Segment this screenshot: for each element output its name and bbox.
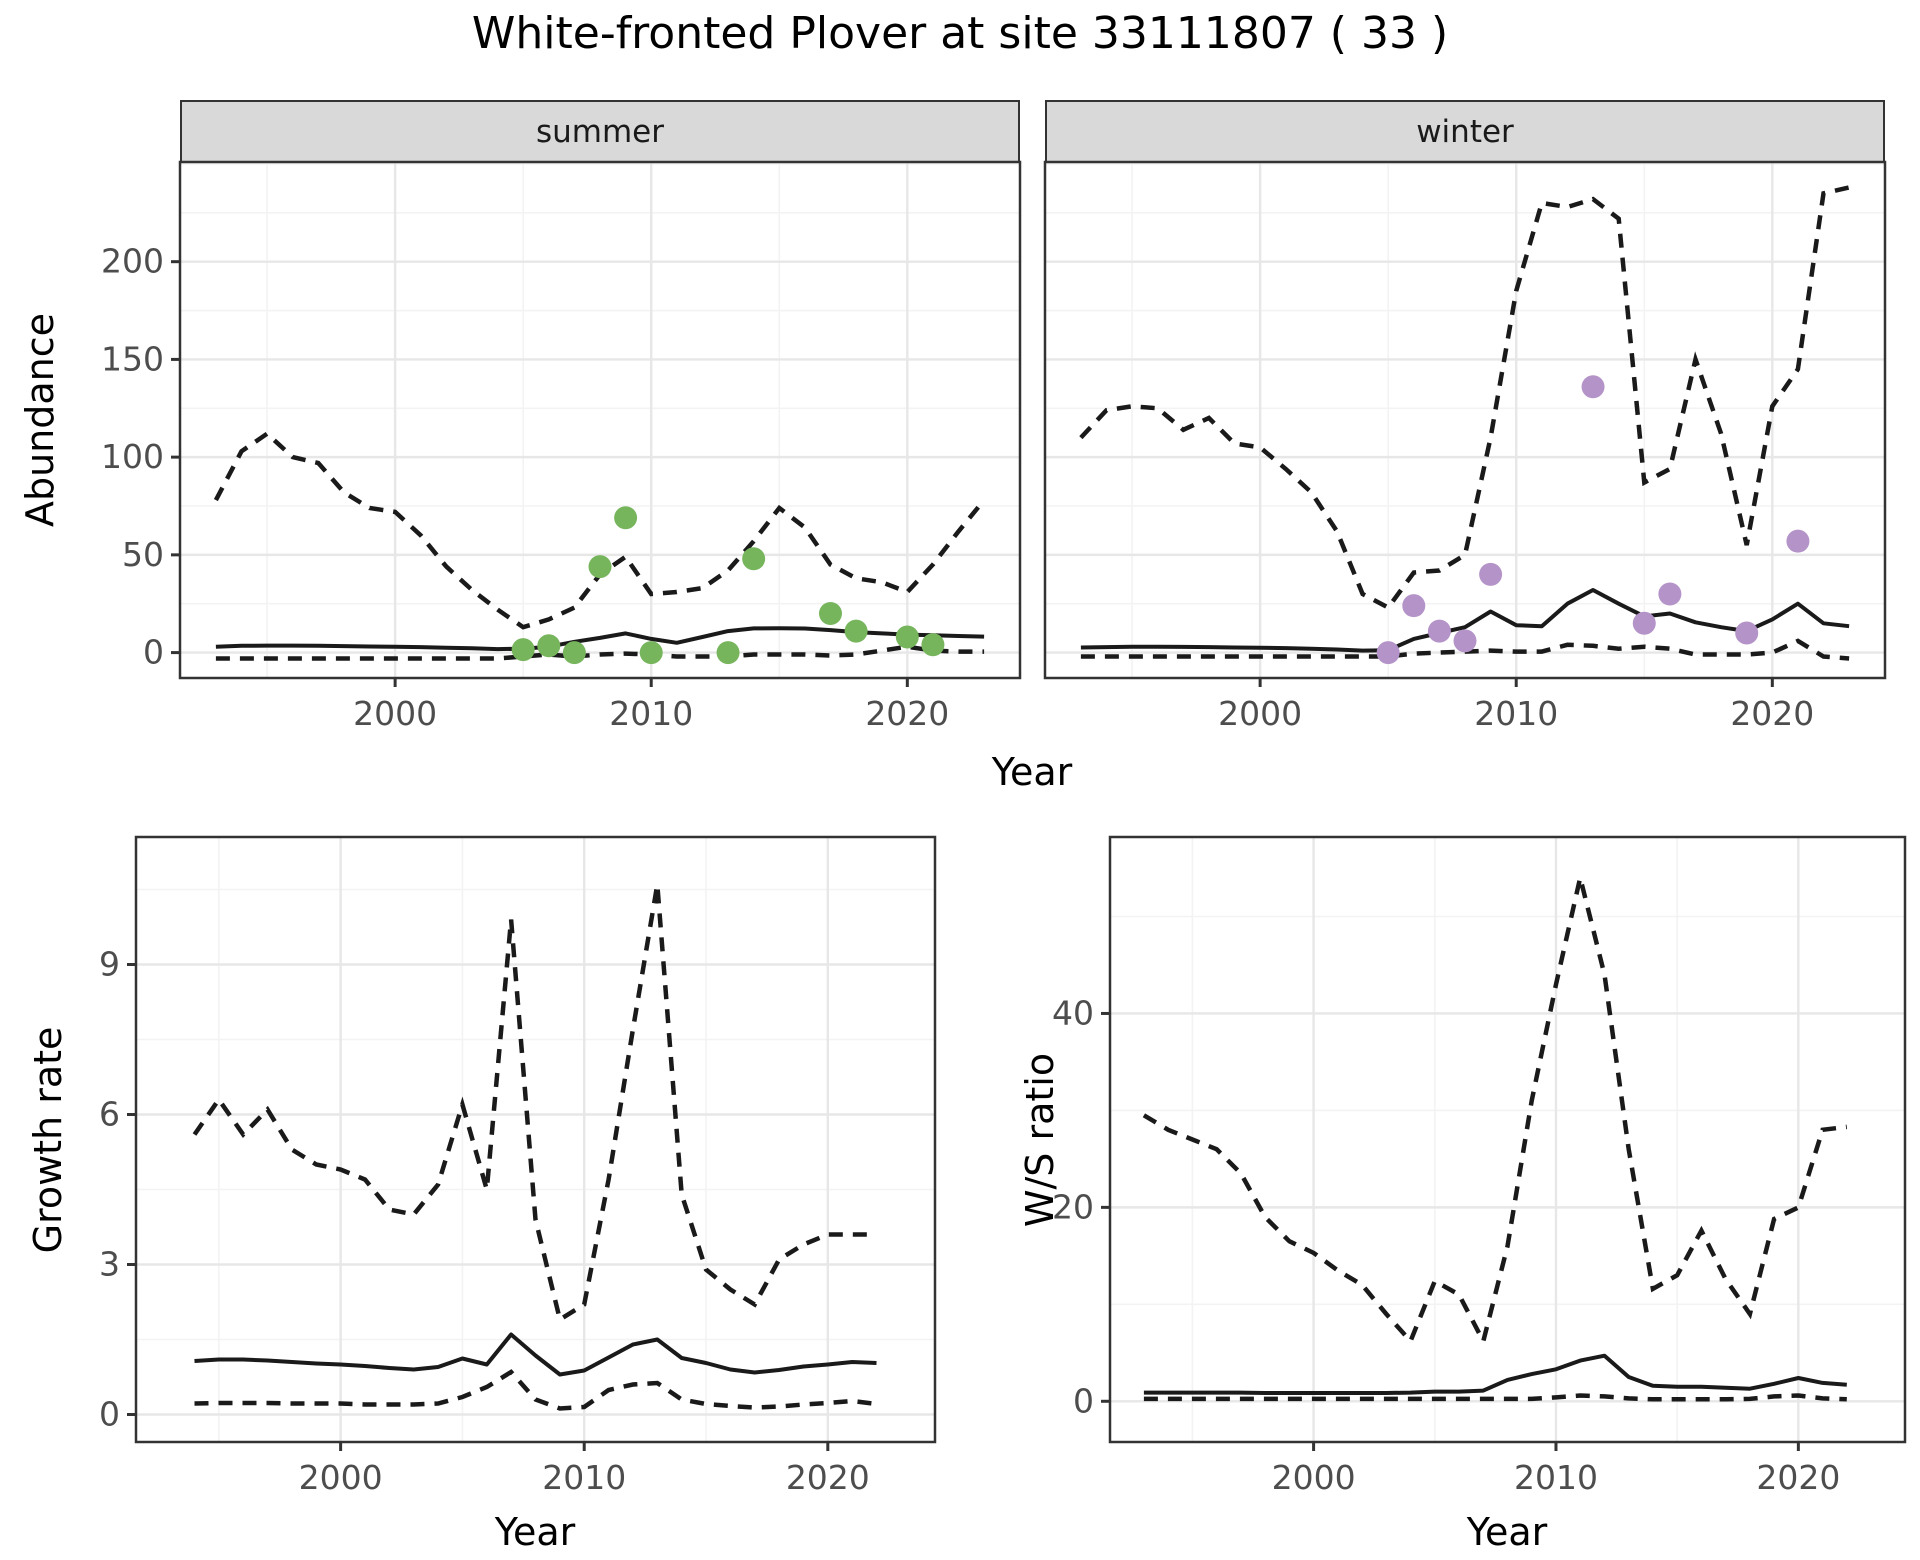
- data-point: [742, 547, 766, 571]
- lower-ci-dashed-line: [1143, 1393, 1847, 1402]
- y-tick-label: 100: [101, 437, 164, 476]
- x-tick-label: 2000: [1218, 694, 1302, 733]
- data-point: [1581, 375, 1605, 399]
- data-point: [614, 506, 638, 530]
- data-point: [562, 641, 586, 665]
- chart-title: White-fronted Plover at site 33111807 ( …: [471, 8, 1449, 59]
- x-tick-label: 2010: [609, 694, 693, 733]
- data-point: [1402, 594, 1426, 618]
- mean-line: [1143, 1353, 1847, 1395]
- upper-ci-dashed-line: [1079, 185, 1850, 611]
- y-tick-label: 20: [1052, 1187, 1094, 1226]
- data-point: [1786, 529, 1810, 553]
- x-axis-title-top: Year: [991, 750, 1073, 794]
- upper-ci-dashed-line: [192, 884, 877, 1324]
- data-point: [844, 619, 868, 643]
- axis-ticks: 2000 2010 2020: [1218, 678, 1814, 733]
- panel-abundance-summer: 2000 2010 2020 0 50 100 150 200: [101, 160, 1022, 733]
- lower-ci-dashed-line: [215, 644, 985, 661]
- data-point: [1735, 621, 1759, 645]
- y-tick-label: 50: [122, 535, 164, 574]
- x-tick-label: 2000: [299, 1458, 383, 1497]
- upper-ci-dashed-line: [1142, 877, 1848, 1348]
- data-point: [511, 638, 535, 662]
- data-point: [639, 641, 663, 665]
- y-tick-label: 150: [101, 339, 164, 378]
- data-point: [818, 602, 842, 625]
- lower-ci-dashed-line: [194, 1369, 877, 1411]
- x-tick-label: 2020: [786, 1458, 870, 1497]
- series-group: [213, 430, 986, 665]
- y-tick-label: 3: [99, 1245, 120, 1284]
- y-tick-label: 6: [99, 1095, 120, 1134]
- panel-growth-rate: 2000 2010 2020 0 3 6 9: [99, 835, 937, 1498]
- gridlines: [180, 162, 1020, 678]
- y-tick-label: 0: [143, 633, 164, 672]
- x-axis-title-ws-ratio: Year: [1466, 1510, 1548, 1554]
- facet-strip-winter: winter: [1045, 100, 1885, 163]
- series-group: [1079, 185, 1850, 665]
- gridlines: [1045, 162, 1885, 678]
- facet-strip-winter-label: winter: [1416, 113, 1514, 150]
- series-group: [192, 884, 877, 1411]
- x-tick-label: 2020: [1756, 1458, 1840, 1497]
- data-point: [1479, 562, 1503, 586]
- panel-background: [136, 837, 935, 1442]
- x-tick-label: 2020: [1730, 694, 1814, 733]
- panel-background: [1045, 162, 1885, 678]
- panel-ws-ratio: 2000 2010 2020 0 20 40: [1052, 835, 1907, 1497]
- data-point: [1376, 641, 1400, 665]
- data-point: [1427, 619, 1451, 643]
- x-axis-title-growth-rate: Year: [494, 1510, 576, 1554]
- y-tick-label: 0: [99, 1395, 120, 1434]
- panel-background: [180, 162, 1020, 678]
- x-tick-label: 2000: [1272, 1458, 1356, 1497]
- x-tick-label: 2000: [353, 694, 437, 733]
- x-tick-label: 2010: [1474, 694, 1558, 733]
- y-tick-label: 0: [1073, 1381, 1094, 1420]
- x-tick-label: 2010: [1514, 1458, 1598, 1497]
- x-tick-label: 2010: [542, 1458, 626, 1497]
- axis-ticks: 2000 2010 2020 0 3 6 9: [99, 945, 870, 1498]
- y-tick-label: 9: [99, 945, 120, 984]
- panel-border: [178, 160, 1022, 680]
- facet-strip-summer-label: summer: [535, 113, 664, 150]
- mean-line: [1080, 588, 1850, 653]
- y-tick-label: 40: [1052, 993, 1094, 1032]
- y-tick-label: 200: [101, 242, 164, 281]
- axis-ticks: 2000 2010 2020 0 50 100 150 200: [101, 242, 949, 733]
- data-point: [1658, 582, 1682, 606]
- axis-ticks: 2000 2010 2020 0 20 40: [1052, 993, 1840, 1497]
- panel-background: [1110, 837, 1905, 1442]
- data-point: [921, 633, 945, 657]
- data-point: [895, 625, 919, 649]
- gridlines: [136, 837, 935, 1442]
- data-point: [537, 634, 561, 658]
- panel-border: [1108, 835, 1907, 1444]
- facet-strip-summer: summer: [180, 100, 1020, 163]
- x-tick-label: 2020: [865, 694, 949, 733]
- panel-border: [134, 835, 937, 1444]
- panel-abundance-winter: 2000 2010 2020: [1043, 160, 1887, 733]
- gridlines: [1110, 837, 1905, 1442]
- data-point: [1453, 629, 1477, 653]
- series-group: [1142, 877, 1848, 1402]
- data-point: [1632, 611, 1656, 635]
- mean-line: [194, 1332, 877, 1377]
- panel-border: [1043, 160, 1887, 680]
- data-point: [588, 555, 612, 579]
- data-point: [716, 641, 740, 665]
